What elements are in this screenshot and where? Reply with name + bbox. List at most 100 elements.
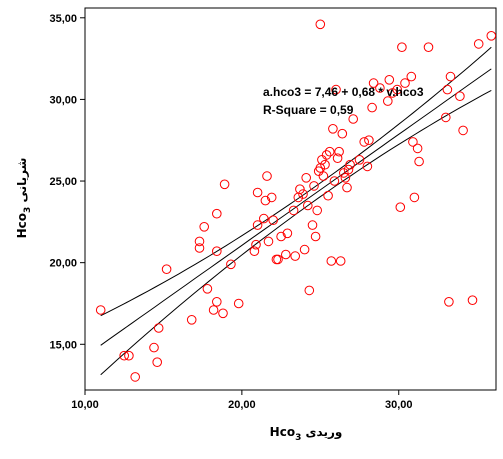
data-point (486, 31, 497, 41)
data-point (368, 78, 379, 88)
data-point (226, 259, 236, 270)
data-point (212, 297, 222, 307)
data-point (281, 249, 291, 260)
data-point (364, 135, 374, 145)
data-point (194, 243, 205, 253)
data-point (320, 159, 330, 170)
data-point (367, 102, 377, 113)
data-point (335, 256, 346, 266)
data-point (334, 146, 344, 157)
data-point (310, 231, 321, 242)
data-point (408, 137, 418, 147)
data-point (321, 150, 332, 160)
data-point (298, 189, 308, 199)
y-tick-label: 25,00 (49, 176, 77, 188)
data-point (383, 96, 393, 106)
data-point (304, 285, 315, 296)
data-point (194, 236, 205, 247)
y-tick-label: 35,00 (49, 13, 77, 25)
data-point (423, 42, 434, 53)
data-point (455, 91, 465, 101)
data-point (345, 159, 355, 170)
data-point (395, 202, 406, 212)
plot-frame (84, 7, 497, 391)
data-point (303, 200, 313, 211)
y-axis-title-subscript: 3 (23, 207, 33, 213)
data-point (324, 146, 335, 157)
data-point (315, 19, 326, 30)
data-point (149, 342, 159, 353)
data-point (252, 187, 263, 198)
data-point (444, 297, 454, 307)
annotation-r-square: R-Square = 0,59 (263, 103, 354, 117)
data-point (199, 222, 209, 232)
data-point (119, 350, 129, 361)
data-point (406, 71, 417, 82)
y-axis-title: شریانی Hco3 (15, 158, 33, 239)
annotation-equation: a.hco3 = 7,46 + 0,68 * v.hco3 (263, 85, 424, 99)
data-point (397, 42, 407, 53)
data-point (348, 114, 359, 124)
data-point (95, 305, 106, 315)
data-points (95, 19, 497, 382)
data-point (339, 168, 349, 178)
data-point (467, 295, 478, 306)
data-point (212, 208, 222, 219)
data-point (473, 39, 484, 49)
x-tick-label: 30,00 (385, 399, 413, 411)
data-point (263, 236, 274, 247)
data-point (290, 251, 301, 261)
data-point (299, 244, 310, 255)
data-point (252, 220, 263, 230)
data-point (441, 112, 451, 123)
data-point (445, 71, 456, 82)
data-point (124, 350, 134, 361)
data-point (342, 182, 352, 193)
data-point (359, 137, 370, 147)
data-point (375, 83, 385, 93)
data-point (268, 215, 279, 225)
data-point (153, 323, 164, 333)
data-point (309, 181, 319, 191)
data-point (295, 184, 305, 194)
data-point (409, 192, 420, 203)
data-point (260, 195, 271, 206)
data-point (354, 155, 365, 165)
data-point (343, 164, 354, 175)
data-point (331, 84, 341, 95)
data-point (318, 171, 329, 181)
y-axis-title-group: شریانی Hco3 (15, 158, 33, 239)
x-axis-title: وریدی Hco3 (270, 425, 343, 443)
axis-ticks: 10,00 20,00 30,00 15,00 20,00 25,00 30,00 35,00 (49, 13, 412, 411)
data-point (208, 305, 219, 315)
data-point (152, 357, 162, 368)
data-point (312, 205, 323, 216)
x-axis-title-text: وریدی Hco (270, 425, 343, 440)
data-point (329, 176, 340, 186)
data-point (202, 284, 213, 294)
data-point (387, 88, 398, 98)
data-point (414, 156, 424, 167)
data-point (259, 213, 269, 224)
data-point (412, 143, 423, 154)
confidence-band-upper (100, 46, 492, 317)
y-axis-title-text: شریانی Hco (15, 158, 29, 239)
data-point (337, 128, 348, 139)
data-point (273, 254, 283, 265)
x-tick-label: 20,00 (228, 399, 256, 411)
data-point (328, 124, 338, 134)
data-point (384, 75, 395, 85)
data-point (262, 171, 272, 181)
data-point (288, 205, 299, 216)
data-point (442, 84, 453, 95)
x-tick-label: 10,00 (71, 399, 99, 411)
data-point (332, 153, 343, 163)
data-point (233, 298, 244, 309)
data-point (307, 220, 318, 230)
data-point (218, 308, 228, 319)
data-point (251, 239, 261, 250)
y-tick-label: 20,00 (49, 258, 77, 270)
data-point (323, 190, 333, 201)
data-point (219, 179, 230, 190)
